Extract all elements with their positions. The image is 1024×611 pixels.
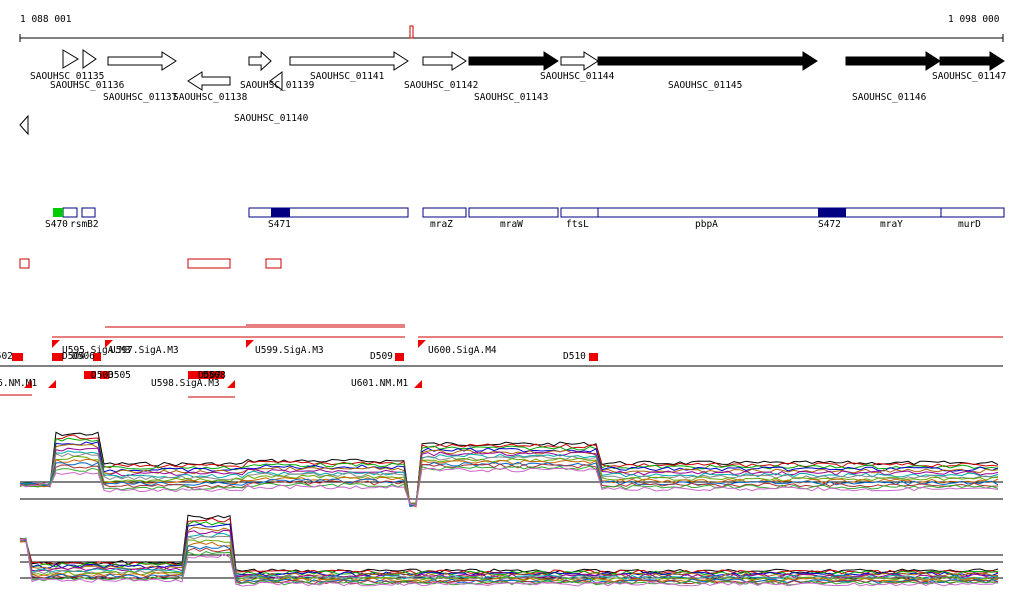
expression-trace bbox=[19, 514, 999, 574]
transcript-label: U597.SigA.M3 bbox=[110, 345, 179, 356]
transcript-label: U596.NM.M1 bbox=[0, 378, 37, 389]
expression-trace bbox=[19, 467, 999, 507]
feature-label: S470 bbox=[45, 219, 68, 230]
gene-arrow bbox=[845, 51, 941, 71]
ruler-start: 1 088 001 bbox=[20, 14, 72, 25]
transcript-label: D508 bbox=[203, 370, 226, 381]
gene-label: SAOUHSC_01146 bbox=[852, 92, 927, 103]
expression-trace bbox=[19, 437, 999, 507]
gene-label: SAOUHSC_01143 bbox=[474, 92, 548, 103]
transcript-lines bbox=[0, 324, 1003, 398]
expression-traces bbox=[19, 431, 999, 587]
gene-arrow bbox=[289, 51, 409, 71]
gene-arrow bbox=[269, 71, 283, 91]
gene-label: SAOUHSC_01138 bbox=[173, 92, 248, 103]
gene-arrow bbox=[187, 71, 231, 91]
feature-boxes bbox=[62, 207, 1005, 218]
feature-label: mraZ bbox=[430, 219, 453, 230]
feature-label: mraY bbox=[880, 219, 903, 230]
feature-label: S471 bbox=[268, 219, 291, 230]
gene-arrow bbox=[82, 49, 97, 69]
expression-trace bbox=[19, 431, 999, 508]
gene-arrow bbox=[939, 51, 1005, 71]
expression-trace bbox=[19, 452, 999, 507]
gene-arrow bbox=[107, 51, 177, 71]
gene-arrow bbox=[248, 50, 272, 72]
feature-label: ftsL bbox=[566, 219, 589, 230]
expression-trace bbox=[19, 441, 999, 507]
expression-trace bbox=[19, 450, 999, 506]
gene-label: SAOUHSC_01142 bbox=[404, 80, 478, 91]
gene-label: SAOUHSC_01147 bbox=[932, 71, 1006, 82]
transcript-label: U601.NM.M1 bbox=[351, 378, 408, 389]
gene-label: SAOUHSC_01140 bbox=[234, 113, 309, 124]
feature-highlight bbox=[53, 208, 63, 217]
gene-arrow bbox=[597, 51, 818, 71]
feature-label: mraW bbox=[500, 219, 523, 230]
feature-label: rsmB2 bbox=[70, 219, 99, 230]
transcript-label: D510 bbox=[563, 351, 586, 362]
gene-label: SAOUHSC_01141 bbox=[310, 71, 385, 82]
gene-arrow bbox=[468, 51, 559, 71]
tracks bbox=[0, 25, 1005, 587]
expression-trace bbox=[19, 538, 999, 587]
transcript-label: D502 bbox=[0, 351, 13, 362]
gene-arrow bbox=[560, 51, 599, 71]
marker bbox=[409, 25, 414, 39]
red-boxes bbox=[19, 258, 282, 269]
gene-label: SAOUHSC_01136 bbox=[50, 80, 125, 91]
genes bbox=[19, 49, 1005, 136]
transcript-label: U599.SigA.M3 bbox=[255, 345, 324, 356]
expression-trace bbox=[19, 458, 999, 508]
expression-trace bbox=[19, 443, 999, 504]
gene-arrow bbox=[19, 114, 29, 136]
expression-trace bbox=[19, 529, 999, 579]
transcript-label: D505 bbox=[108, 370, 131, 381]
feature-label: murD bbox=[958, 219, 981, 230]
expression-trace bbox=[19, 465, 999, 505]
gene-label: SAOUHSC_01139 bbox=[240, 80, 315, 91]
transcript-label: U595.SigA.M3 bbox=[62, 345, 131, 356]
transcript-label: D503 bbox=[91, 370, 114, 381]
transcript-label: D509 bbox=[370, 351, 393, 362]
transcript-marks bbox=[12, 340, 598, 388]
transcript-label: U598.SigA.M3 bbox=[151, 378, 220, 389]
feature-label: S472 bbox=[818, 219, 841, 230]
feature-highlight bbox=[818, 208, 846, 217]
feature-label: pbpA bbox=[695, 219, 718, 230]
gene-arrow bbox=[422, 51, 467, 71]
transcript-label: D504 bbox=[62, 351, 85, 362]
expression-trace bbox=[19, 517, 999, 575]
gene-label: SAOUHSC_01145 bbox=[668, 80, 742, 91]
expression-trace bbox=[19, 434, 999, 506]
gene-label: SAOUHSC_01144 bbox=[540, 71, 615, 82]
gene-arrow bbox=[62, 49, 79, 69]
gene-label: SAOUHSC_01135 bbox=[30, 71, 104, 82]
ruler-end: 1 098 000 bbox=[948, 14, 1000, 25]
expression-trace bbox=[19, 463, 999, 504]
transcript-label: D507 bbox=[198, 370, 221, 381]
feature-highlight bbox=[271, 208, 290, 217]
gene-label: SAOUHSC_01137 bbox=[103, 92, 177, 103]
transcript-label: U600.SigA.M4 bbox=[428, 345, 497, 356]
transcript-label: D506 bbox=[72, 351, 95, 362]
